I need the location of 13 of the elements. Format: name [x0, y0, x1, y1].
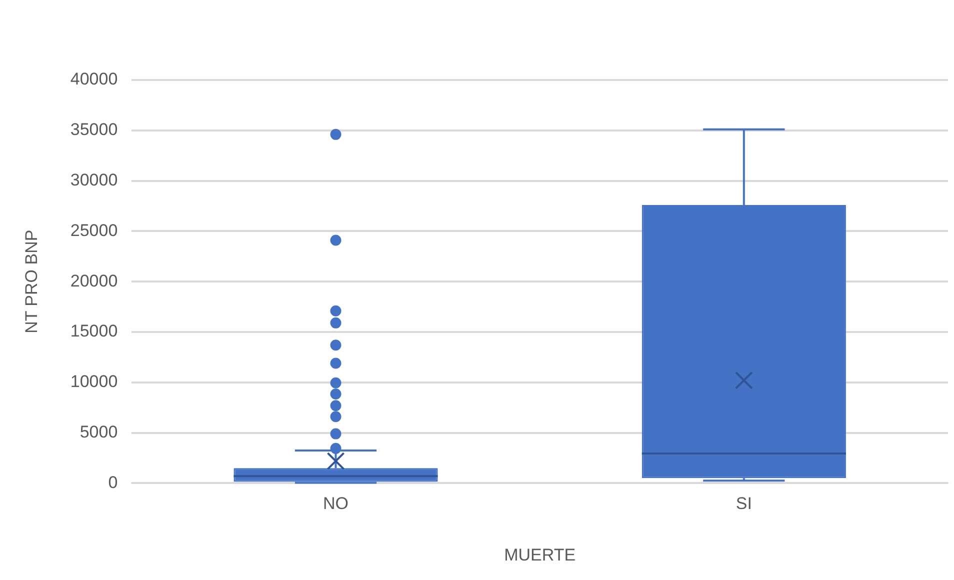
x-tick-label: NO [323, 494, 349, 514]
y-tick-label: 35000 [70, 120, 118, 140]
x-tick-label: SI [736, 494, 752, 514]
y-tick-label: 0 [108, 472, 118, 492]
y-tick-label: 25000 [70, 220, 118, 240]
x-axis-title: MUERTE [504, 545, 576, 564]
y-tick-label: 20000 [70, 271, 118, 290]
y-tick-label: 10000 [70, 372, 118, 392]
y-tick-label: 15000 [70, 322, 118, 341]
y-tick-label: 5000 [80, 422, 118, 442]
y-tick-label: 30000 [70, 170, 118, 190]
y-tick-label: 40000 [70, 70, 118, 89]
y-axis-title: NT PRO BNP [22, 230, 41, 334]
